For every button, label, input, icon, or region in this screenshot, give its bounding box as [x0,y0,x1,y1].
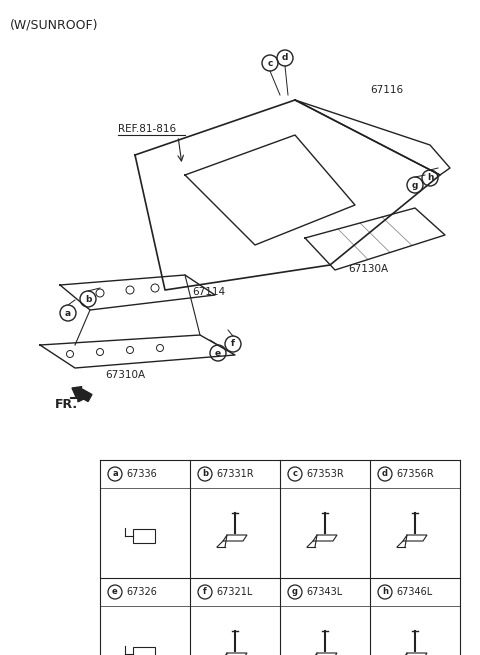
Text: 67326: 67326 [126,587,157,597]
Text: e: e [112,588,118,597]
Text: a: a [65,309,71,318]
Text: 67130A: 67130A [348,264,388,274]
Text: REF.81-816: REF.81-816 [118,124,176,134]
Text: e: e [215,348,221,358]
Text: 67331R: 67331R [216,469,253,479]
Text: c: c [292,470,298,479]
Text: g: g [412,181,418,189]
Text: h: h [382,588,388,597]
Text: h: h [427,174,433,183]
Text: b: b [202,470,208,479]
Text: 67346L: 67346L [396,587,432,597]
Text: d: d [282,54,288,62]
Text: f: f [203,588,207,597]
Text: 67343L: 67343L [306,587,342,597]
Text: 67321L: 67321L [216,587,252,597]
Text: 67116: 67116 [370,85,403,95]
Text: 67353R: 67353R [306,469,344,479]
Text: d: d [382,470,388,479]
Text: c: c [267,58,273,67]
Text: 67310A: 67310A [105,370,145,380]
Text: (W/SUNROOF): (W/SUNROOF) [10,18,98,31]
Text: 67114: 67114 [192,287,225,297]
Text: a: a [112,470,118,479]
Text: FR.: FR. [55,398,78,411]
Text: g: g [292,588,298,597]
Text: 67356R: 67356R [396,469,434,479]
FancyArrow shape [72,386,92,402]
Text: 67336: 67336 [126,469,157,479]
Text: b: b [85,295,91,303]
Text: f: f [231,339,235,348]
